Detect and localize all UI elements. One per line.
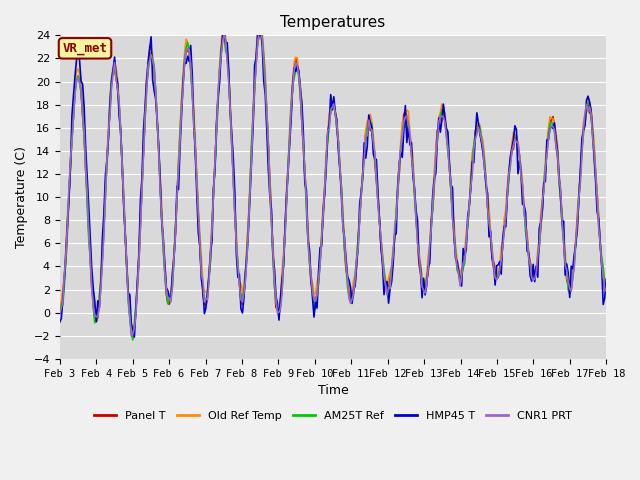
Line: Panel T: Panel T xyxy=(60,28,606,333)
CNR1 PRT xyxy=(602,288,610,294)
AM25T Ref xyxy=(123,264,131,270)
Line: Old Ref Temp: Old Ref Temp xyxy=(60,24,606,336)
AM25T Ref xyxy=(257,24,264,30)
CNR1 PRT xyxy=(127,333,135,339)
Panel T xyxy=(56,309,63,314)
AM25T Ref xyxy=(248,139,255,144)
HMP45 T xyxy=(240,295,248,301)
Old Ref Temp xyxy=(255,21,263,27)
HMP45 T xyxy=(56,319,63,325)
CNR1 PRT xyxy=(257,26,264,32)
HMP45 T xyxy=(220,27,228,33)
AM25T Ref xyxy=(129,337,137,343)
Old Ref Temp xyxy=(248,147,255,153)
Old Ref Temp xyxy=(298,102,306,108)
Panel T xyxy=(220,30,228,36)
Line: HMP45 T: HMP45 T xyxy=(60,30,606,337)
CNR1 PRT xyxy=(220,31,228,36)
Line: AM25T Ref: AM25T Ref xyxy=(60,27,606,340)
CNR1 PRT xyxy=(56,312,63,318)
AM25T Ref xyxy=(56,310,63,316)
Line: CNR1 PRT: CNR1 PRT xyxy=(60,29,606,336)
Old Ref Temp xyxy=(220,23,228,29)
Panel T xyxy=(129,330,137,336)
AM25T Ref xyxy=(575,191,582,196)
HMP45 T xyxy=(131,334,138,340)
Old Ref Temp xyxy=(129,334,137,339)
HMP45 T xyxy=(298,99,306,105)
CNR1 PRT xyxy=(298,118,306,123)
AM25T Ref xyxy=(602,282,610,288)
HMP45 T xyxy=(123,263,131,268)
HMP45 T xyxy=(222,40,230,46)
Legend: Panel T, Old Ref Temp, AM25T Ref, HMP45 T, CNR1 PRT: Panel T, Old Ref Temp, AM25T Ref, HMP45 … xyxy=(90,407,577,425)
Y-axis label: Temperature (C): Temperature (C) xyxy=(15,146,28,248)
Panel T xyxy=(298,118,306,124)
Panel T xyxy=(248,145,255,151)
AM25T Ref xyxy=(220,28,228,34)
HMP45 T xyxy=(575,197,582,203)
X-axis label: Time: Time xyxy=(317,384,348,397)
Panel T xyxy=(575,194,582,200)
Text: VR_met: VR_met xyxy=(63,42,108,55)
CNR1 PRT xyxy=(239,299,246,305)
Panel T xyxy=(257,25,264,31)
CNR1 PRT xyxy=(248,154,255,160)
AM25T Ref xyxy=(239,291,246,297)
Old Ref Temp xyxy=(239,291,246,297)
Old Ref Temp xyxy=(123,258,131,264)
AM25T Ref xyxy=(298,114,306,120)
Panel T xyxy=(123,265,131,271)
Panel T xyxy=(602,287,610,293)
Panel T xyxy=(239,301,246,307)
HMP45 T xyxy=(602,276,610,282)
CNR1 PRT xyxy=(123,263,131,268)
HMP45 T xyxy=(249,123,257,129)
Old Ref Temp xyxy=(602,285,610,290)
Title: Temperatures: Temperatures xyxy=(280,15,386,30)
Old Ref Temp xyxy=(575,191,582,196)
Old Ref Temp xyxy=(56,304,63,310)
CNR1 PRT xyxy=(575,195,582,201)
